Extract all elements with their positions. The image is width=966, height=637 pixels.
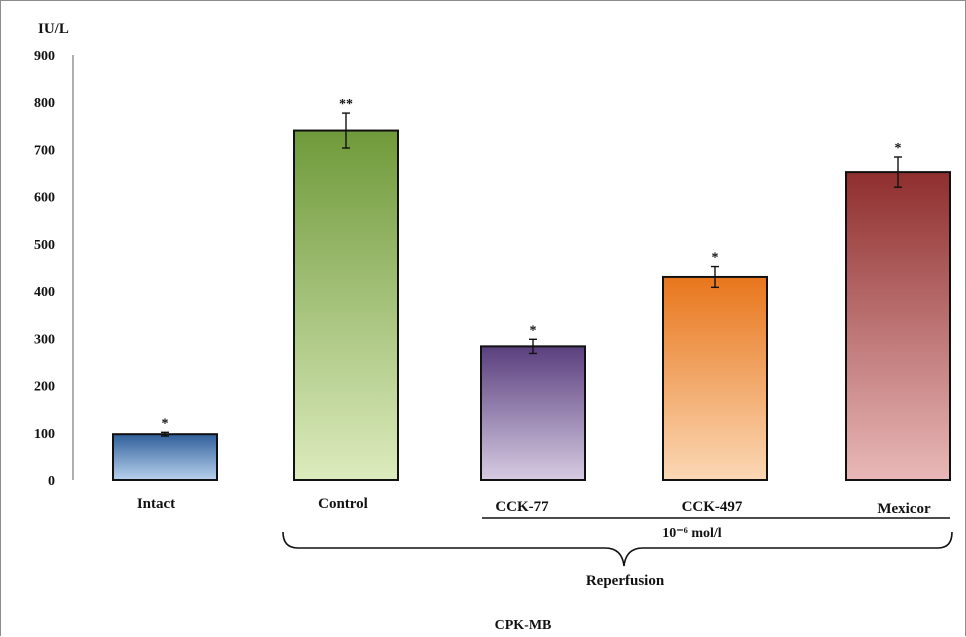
error-bars <box>161 112 902 437</box>
y-tick-label: 100 <box>34 427 55 442</box>
bars <box>112 129 951 482</box>
bar-cck-497 <box>662 275 768 482</box>
bar-mexicor <box>845 171 951 481</box>
chart-caption: CPK-MB <box>495 618 552 633</box>
significance-markers: ****** <box>162 97 902 431</box>
significance-marker: * <box>895 141 902 156</box>
x-tick-label: Mexicor <box>877 501 931 517</box>
y-tick-label: 0 <box>48 474 55 489</box>
reperfusion-label: Reperfusion <box>586 573 665 589</box>
y-tick-labels: 0 100 200 300 400 500 600 700 800 900 <box>34 49 55 489</box>
reperfusion-brace <box>282 531 953 567</box>
y-tick-label: 800 <box>34 96 55 111</box>
y-tick-label: 700 <box>34 143 55 158</box>
x-tick-labels: Intact Control CCK-77 CCK-497 Mexicor <box>137 496 931 517</box>
y-tick-label: 600 <box>34 191 55 206</box>
y-axis-label: IU/L <box>38 21 69 37</box>
significance-marker: * <box>162 416 169 431</box>
x-tick-label: CCK-77 <box>495 499 549 515</box>
bar-cck-77 <box>480 345 586 481</box>
y-tick-label: 900 <box>34 49 55 64</box>
error-bar <box>894 156 902 188</box>
significance-marker: * <box>530 323 537 338</box>
significance-marker: * <box>712 251 719 266</box>
error-bar <box>529 338 537 355</box>
concentration-label: 10⁻⁶ mol/l <box>662 526 722 541</box>
error-bar <box>711 265 719 289</box>
y-tick-label: 400 <box>34 285 55 300</box>
y-tick-label: 300 <box>34 332 55 347</box>
y-tick-label: 500 <box>34 238 55 253</box>
x-tick-label: Control <box>318 496 368 512</box>
y-tick-label: 200 <box>34 380 55 395</box>
significance-marker: ** <box>339 97 353 112</box>
x-tick-label: Intact <box>137 496 175 512</box>
error-bar <box>161 431 169 437</box>
error-bar <box>342 112 350 149</box>
bar-intact <box>112 433 218 482</box>
x-tick-label: CCK-497 <box>682 499 743 515</box>
bar-control <box>293 129 399 482</box>
